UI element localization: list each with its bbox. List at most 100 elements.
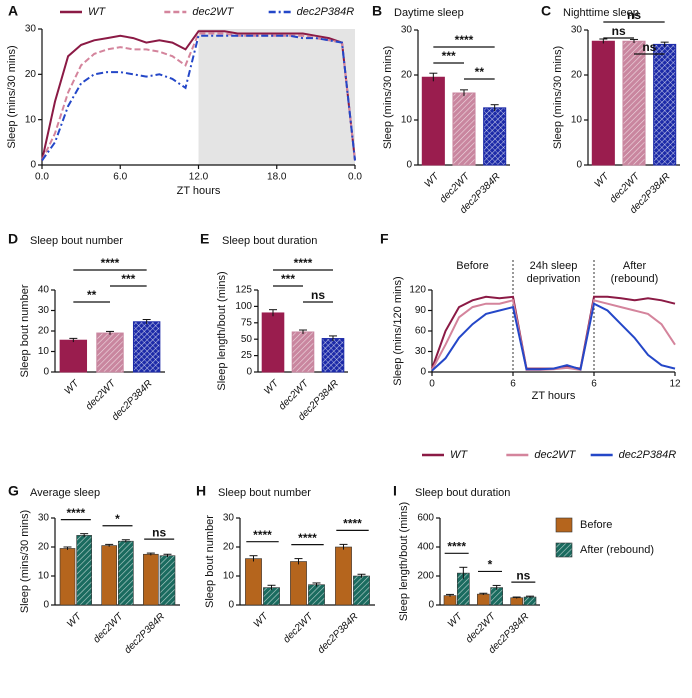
bar	[118, 540, 134, 606]
series-line	[41, 32, 356, 161]
legend-label: WT	[450, 449, 468, 461]
significance-label: ****	[298, 531, 317, 545]
significance-label: ****	[343, 517, 362, 531]
significance-label: ns	[612, 24, 626, 38]
y-tick-label: 10	[223, 571, 235, 582]
y-tick-label: 50	[241, 334, 253, 345]
section-label: deprivation	[527, 273, 581, 285]
bar	[263, 587, 280, 606]
legend-label: dec2P384R	[297, 6, 355, 18]
y-tick-label: 30	[38, 305, 50, 316]
x-tick-label: 12.0	[189, 172, 209, 183]
significance-label: ns	[152, 525, 166, 539]
significance-label: ****	[455, 33, 474, 47]
section-label: (rebound)	[611, 273, 659, 285]
series-line	[41, 30, 356, 161]
y-tick-label: 20	[25, 69, 37, 80]
significance-label: ***	[121, 272, 135, 286]
significance-label: ***	[442, 49, 456, 63]
bar	[353, 575, 370, 606]
legend-label: dec2P384R	[619, 449, 677, 461]
significance-label: ****	[294, 256, 313, 270]
y-tick-label: 20	[571, 70, 583, 81]
y-axis-label: Sleep bout number	[19, 284, 31, 377]
legend-label: dec2WT	[192, 6, 234, 18]
significance-label: ***	[281, 272, 295, 286]
bar	[421, 76, 445, 166]
y-tick-label: 0	[43, 367, 49, 378]
dark-phase	[198, 29, 355, 165]
bar	[290, 561, 307, 606]
panel-letter: G	[8, 483, 19, 499]
significance-label: ns	[642, 40, 656, 54]
legend-swatch	[555, 517, 573, 533]
y-tick-label: 25	[241, 350, 253, 361]
y-tick-label: 0	[576, 160, 582, 171]
y-tick-label: 600	[417, 513, 434, 524]
y-axis-label: Sleep bout number	[204, 515, 216, 608]
bar	[591, 40, 615, 166]
bar	[321, 338, 345, 373]
legend-swatch	[555, 542, 573, 558]
significance-label: ns	[627, 8, 641, 22]
x-tick-label: dec2WT	[91, 611, 126, 646]
bar	[159, 555, 176, 606]
x-tick-label: dec2P384R	[316, 611, 361, 656]
panel-letter: B	[372, 3, 382, 19]
y-tick-label: 30	[401, 25, 413, 36]
bar	[76, 535, 92, 606]
y-tick-label: 30	[571, 25, 583, 36]
chart-title: Nighttime sleep	[563, 7, 639, 19]
y-tick-label: 20	[38, 542, 50, 553]
x-tick-label: WT	[262, 378, 281, 397]
y-tick-label: 10	[25, 114, 37, 125]
y-tick-label: 30	[25, 24, 37, 35]
chart-title: Average sleep	[30, 487, 100, 499]
chart-title: Sleep bout number	[30, 235, 123, 247]
y-axis-label: Sleep (mins/30 mins)	[6, 45, 18, 148]
y-tick-label: 0	[30, 160, 36, 171]
x-tick-label: WT	[593, 171, 612, 190]
x-tick-label: dec2WT	[281, 611, 316, 646]
section-label: 24h sleep	[530, 260, 578, 272]
bar	[510, 597, 523, 606]
legend-label: Before	[580, 519, 612, 531]
y-tick-label: 40	[38, 285, 50, 296]
y-tick-label: 20	[401, 70, 413, 81]
bar	[477, 593, 490, 606]
legend-label: WT	[88, 6, 106, 18]
chart-title: Sleep bout duration	[415, 487, 510, 499]
y-tick-label: 400	[417, 542, 434, 553]
significance-label: **	[87, 288, 97, 302]
significance-label: ns	[516, 568, 530, 582]
section-label: After	[623, 260, 647, 272]
x-tick-label: WT	[65, 611, 84, 630]
x-tick-label: 0.0	[348, 172, 362, 183]
legend-label: dec2WT	[534, 449, 576, 461]
x-axis-label: ZT hours	[177, 185, 221, 197]
significance-label: ****	[66, 506, 85, 520]
y-tick-label: 10	[38, 571, 50, 582]
y-tick-label: 20	[38, 326, 50, 337]
y-tick-label: 0	[406, 160, 412, 171]
y-axis-label: Sleep (mins/30 mins)	[552, 46, 564, 149]
y-axis-label: Sleep (mins/30 mins)	[19, 510, 31, 613]
bar	[622, 40, 646, 166]
y-tick-label: 0	[420, 367, 426, 378]
y-axis-label: Sleep length/bout (mins)	[398, 502, 410, 621]
panel-letter: D	[8, 231, 18, 247]
bar	[96, 332, 124, 373]
x-tick-label: 6.0	[113, 172, 127, 183]
chart-title: Sleep bout number	[218, 487, 311, 499]
series-line	[431, 302, 676, 372]
bar	[443, 595, 457, 606]
y-tick-label: 120	[409, 285, 426, 296]
x-tick-label: 6	[591, 379, 597, 390]
bar	[308, 584, 325, 606]
bar	[653, 43, 677, 166]
chart-title: Daytime sleep	[394, 7, 464, 19]
bar	[490, 587, 503, 606]
x-axis-label: ZT hours	[532, 390, 576, 402]
y-tick-label: 200	[417, 571, 434, 582]
